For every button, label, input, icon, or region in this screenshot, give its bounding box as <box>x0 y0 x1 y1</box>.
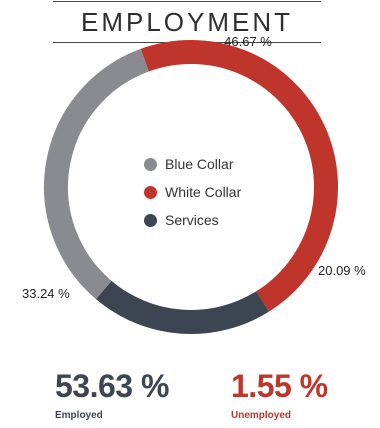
title-rule-top <box>53 1 321 2</box>
employed-label: Employed <box>55 410 103 421</box>
unemployed-stat: 1.55 % Unemployed <box>231 368 328 421</box>
chart-legend: Blue Collar White Collar Services <box>144 150 241 234</box>
chart-title: EMPLOYMENT <box>80 7 294 37</box>
legend-swatch <box>144 157 157 171</box>
legend-label: Blue Collar <box>165 156 234 172</box>
legend-label: White Collar <box>165 184 242 200</box>
legend-item-services: Services <box>144 206 241 234</box>
data-label-services: 20.09 % <box>318 263 366 278</box>
legend-swatch <box>144 185 157 199</box>
legend-item-blue-collar: Blue Collar <box>144 150 241 178</box>
legend-item-white-collar: White Collar <box>144 178 241 206</box>
donut-segment-blue-collar <box>44 48 149 300</box>
data-label-white-collar: 46.67 % <box>224 34 272 49</box>
donut-segment-services <box>95 280 269 334</box>
legend-swatch <box>144 213 157 227</box>
employed-value: 53.63 % <box>55 368 169 404</box>
donut-segment-white-collar <box>140 40 338 312</box>
employed-stat: 53.63 % Employed <box>55 368 169 421</box>
data-label-blue-collar: 33.24 % <box>22 286 70 301</box>
legend-label: Services <box>165 212 219 228</box>
unemployed-value: 1.55 % <box>231 368 328 404</box>
unemployed-label: Unemployed <box>231 410 292 421</box>
